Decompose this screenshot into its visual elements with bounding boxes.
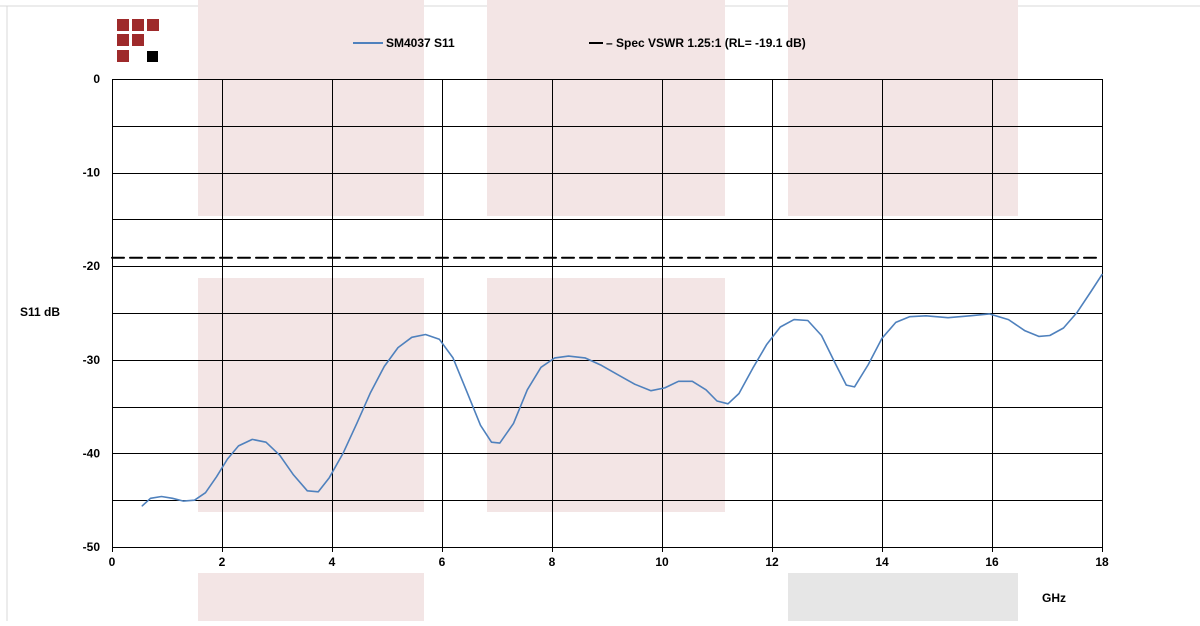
watermark-block [788, 0, 1018, 216]
x-tick-label: 6 [439, 555, 446, 569]
watermark-block [198, 573, 424, 621]
y-tick-label: 0 [93, 72, 100, 86]
legend: SM4037 S11 – Spec VSWR 1.25:1 (RL= -19.1… [353, 36, 806, 50]
watermark-block [487, 0, 725, 216]
y-axis-label: S11 dB [20, 305, 60, 319]
watermark [198, 0, 1018, 621]
legend-label-spec: – Spec VSWR 1.25:1 (RL= -19.1 dB) [606, 36, 806, 50]
y-tick-label: -30 [83, 353, 101, 367]
x-tick-label: 18 [1095, 555, 1109, 569]
legend-label-s11: SM4037 S11 [386, 36, 455, 50]
watermark-block [788, 573, 1018, 621]
series [111, 256, 1103, 507]
watermark-block [198, 0, 424, 216]
company-logo-icon [117, 19, 159, 62]
watermark-block [487, 278, 725, 512]
x-axis-label: GHz [1042, 591, 1066, 605]
x-tick-label: 4 [329, 555, 336, 569]
x-tick-label: 16 [985, 555, 999, 569]
x-tick-label: 8 [549, 555, 556, 569]
y-tick-label: -50 [83, 540, 101, 554]
s11-series-line [141, 273, 1103, 507]
y-tick-label: -20 [83, 259, 101, 273]
x-tick-label: 10 [655, 555, 669, 569]
y-tick-label: -10 [83, 166, 101, 180]
watermark-block [198, 278, 424, 512]
x-tick-label: 2 [219, 555, 226, 569]
y-tick-label: -40 [83, 446, 101, 460]
x-tick-label: 0 [109, 555, 116, 569]
x-tick-label: 14 [875, 555, 889, 569]
x-tick-label: 12 [765, 555, 779, 569]
tick-labels: 0 -10 -20 -30 -40 -50 0 2 4 6 8 10 12 14 16 18 [83, 72, 1109, 569]
grid [112, 79, 1103, 552]
